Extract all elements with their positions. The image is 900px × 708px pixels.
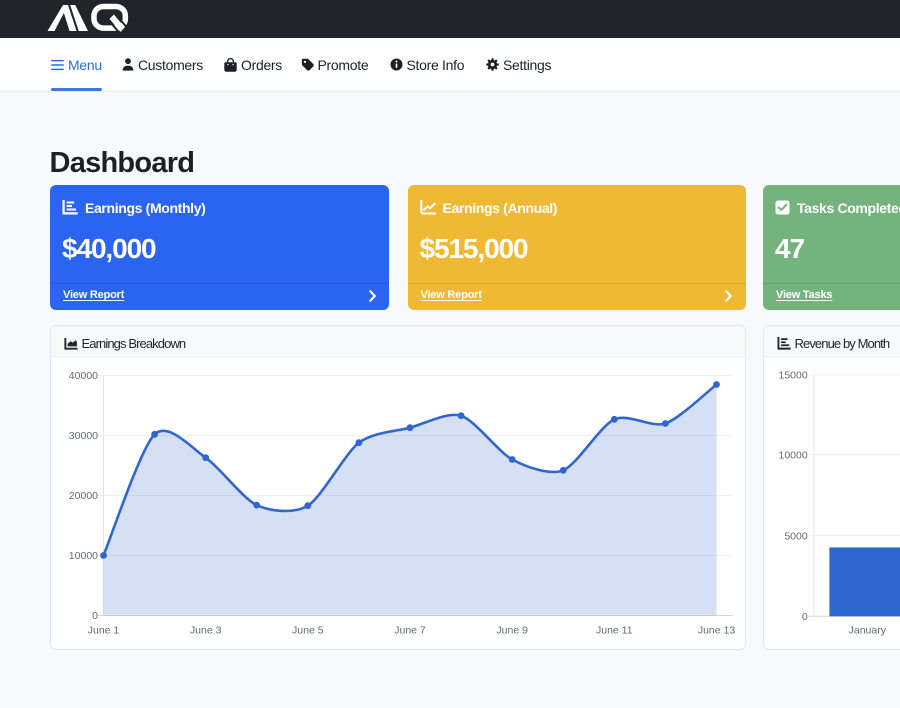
svg-text:40000: 40000 — [69, 370, 98, 382]
svg-text:January: January — [849, 625, 887, 637]
svg-text:0: 0 — [92, 610, 98, 622]
svg-text:June 7: June 7 — [394, 625, 426, 637]
svg-text:10000: 10000 — [778, 449, 807, 461]
svg-text:June 13: June 13 — [698, 625, 736, 637]
svg-text:June 11: June 11 — [596, 625, 633, 637]
svg-text:10000: 10000 — [69, 550, 98, 562]
svg-text:June 1: June 1 — [88, 625, 120, 637]
svg-text:June 9: June 9 — [496, 625, 528, 637]
svg-text:30000: 30000 — [69, 430, 98, 442]
svg-text:5000: 5000 — [784, 530, 808, 542]
svg-text:0: 0 — [802, 611, 808, 623]
svg-text:15000: 15000 — [778, 370, 807, 382]
svg-text:20000: 20000 — [69, 490, 98, 502]
svg-text:June 3: June 3 — [190, 625, 222, 637]
svg-text:June 5: June 5 — [292, 625, 324, 637]
